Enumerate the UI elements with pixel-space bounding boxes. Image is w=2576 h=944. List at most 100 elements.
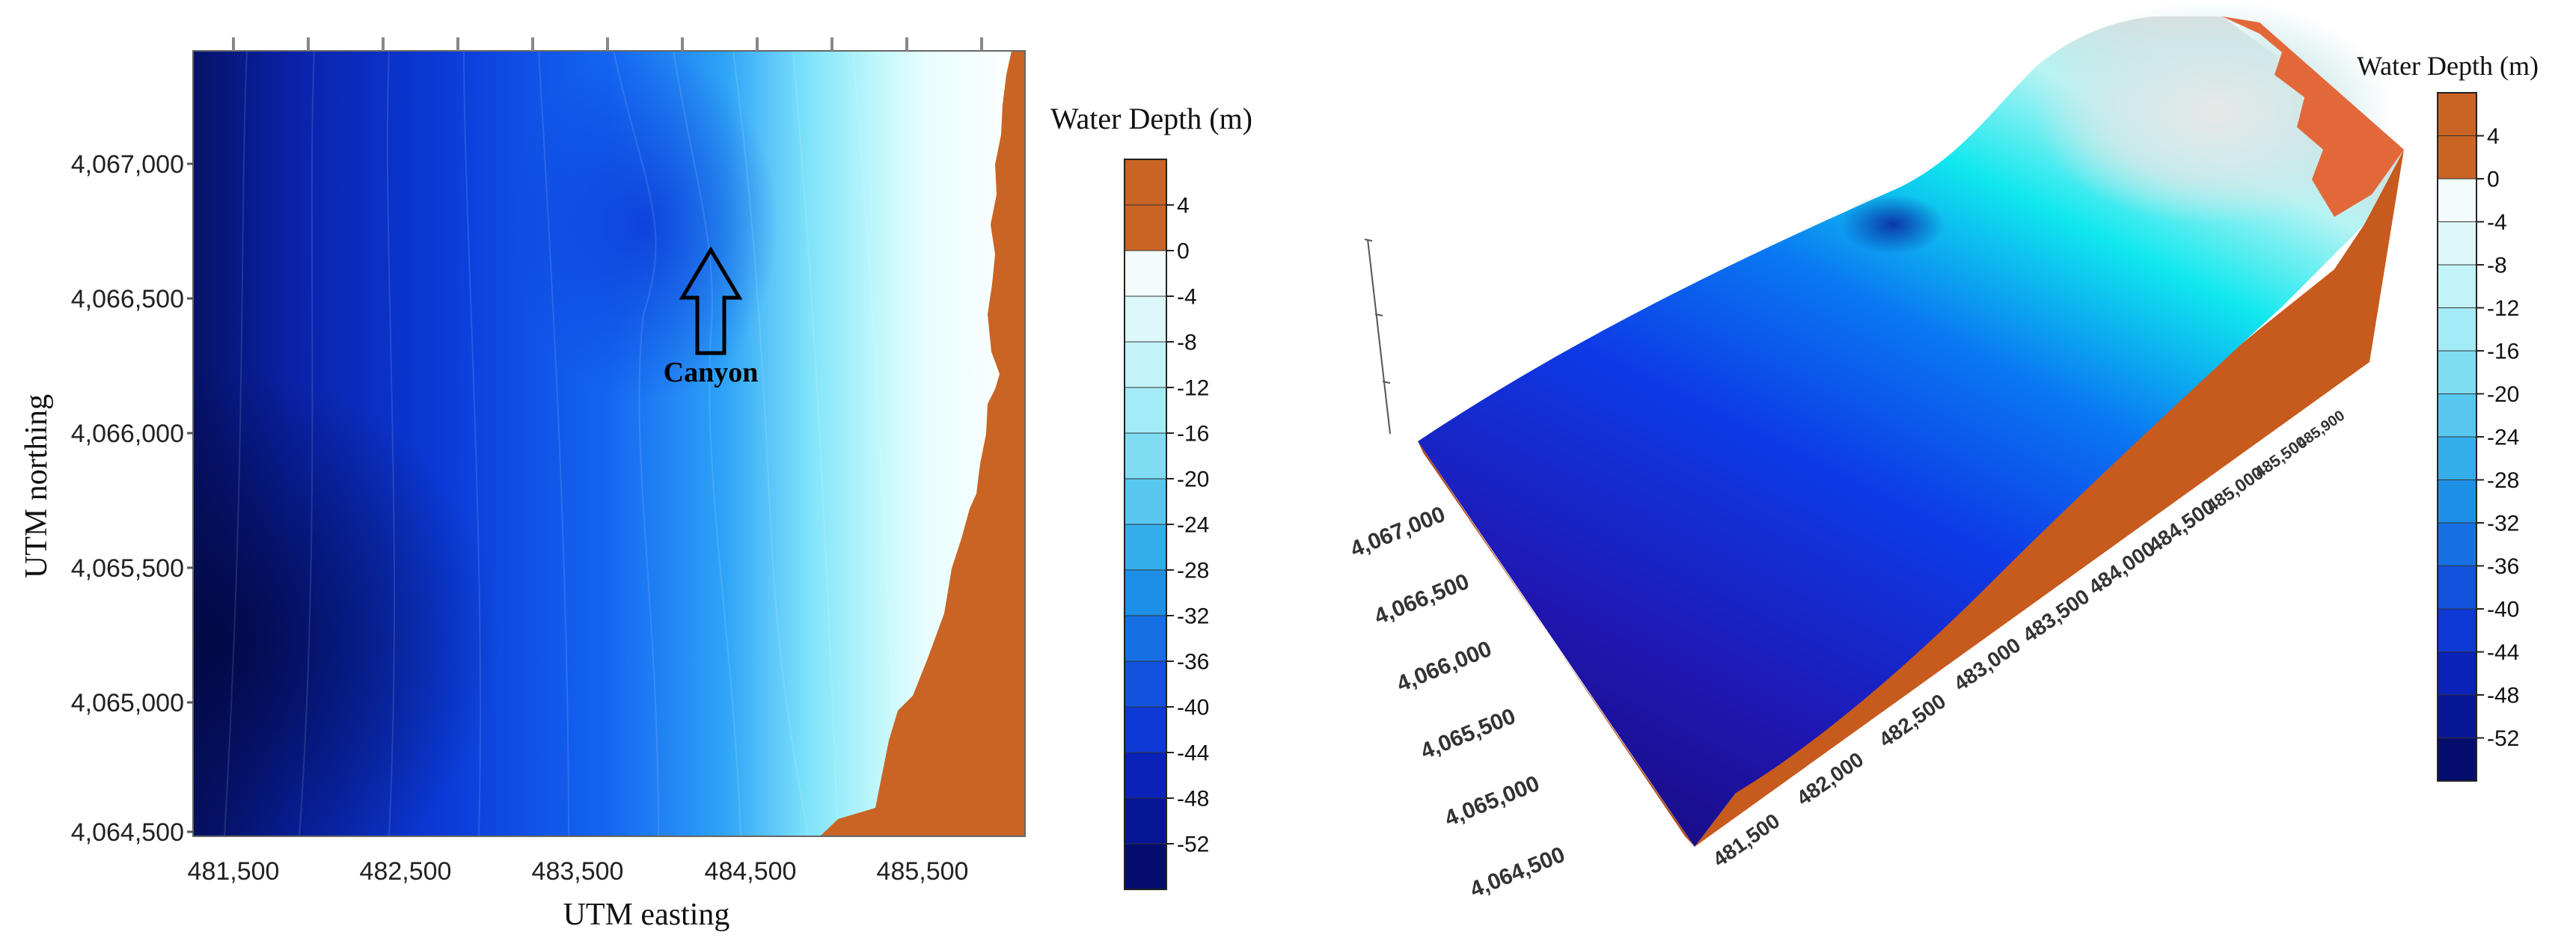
x-tick-label: 485,500: [877, 857, 969, 886]
y-tick-label: 4,067,000: [71, 150, 184, 179]
left-map-svg: 4,067,000 4,066,500 4,066,000 4,065,500 …: [19, 37, 1252, 932]
legend-swatch: [1124, 204, 1167, 251]
legend-label: -24: [1177, 513, 1209, 538]
y-tick-label: 4,065,000: [1441, 771, 1543, 832]
legend-label: -16: [2487, 340, 2519, 364]
legend-label: -12: [2487, 296, 2519, 321]
x-tick-label: 485,900: [2294, 408, 2348, 452]
legend-swatch: [1124, 524, 1167, 571]
legend-swatch: [2437, 221, 2477, 266]
legend-label: -36: [2487, 554, 2519, 579]
y-tick-label: 4,065,500: [1417, 704, 1519, 764]
legend-swatch: [1124, 341, 1167, 388]
legend-swatch: [2437, 178, 2477, 222]
legend-label: -4: [2487, 210, 2507, 235]
legend-label: -4: [1177, 285, 1197, 310]
land-area-3d: [2222, 16, 2404, 217]
legend-swatch: [2437, 264, 2477, 308]
y-tick-label: 4,064,500: [1466, 842, 1568, 903]
legend-label: -32: [2487, 512, 2519, 536]
legend-swatch: [2437, 608, 2477, 652]
legend-label: -20: [1177, 468, 1209, 492]
legend-swatch: [2437, 479, 2477, 524]
left-legend: 4 0 -4 -8 -12 -16 -20 -24 -28 -32 -36 -40 -44 -48 -52: [1124, 159, 1209, 890]
legend-swatch: [2437, 135, 2477, 180]
legend-label: -12: [1177, 376, 1209, 401]
legend-swatch: [2437, 694, 2477, 738]
legend-label: -32: [1177, 604, 1209, 629]
legend-swatch: [1124, 706, 1167, 753]
land-area: [820, 51, 1025, 836]
y-tick-label: 4,066,000: [71, 420, 184, 448]
legend-label: -28: [1177, 559, 1209, 583]
legend-swatch: [2437, 393, 2477, 438]
right-legend-title: Water Depth (m): [2357, 51, 2539, 81]
legend-swatch: [2437, 436, 2477, 480]
y-tick-label: 4,067,000: [1347, 502, 1448, 563]
bathymetry-surface: [1418, 16, 2404, 847]
left-x-ticks: 481,500 482,500 483,500 484,500 485,500: [188, 857, 969, 886]
block-right-wall: [1695, 150, 2404, 847]
legend-label: -8: [1177, 331, 1197, 355]
y-tick-label: 4,065,500: [71, 554, 184, 583]
legend-swatch: [1124, 387, 1167, 434]
legend-swatch: [1124, 295, 1167, 343]
left-y-ticks: 4,067,000 4,066,500 4,066,000 4,065,500 …: [71, 150, 184, 847]
legend-swatch: [2437, 92, 2477, 136]
right-map-svg: 4,067,000 4,066,500 4,066,000 4,065,500 …: [1347, 0, 2539, 903]
y-axis-title: UTM northing: [19, 394, 54, 578]
legend-label: 4: [2487, 124, 2500, 149]
x-tick-label: 482,500: [360, 857, 452, 886]
legend-swatch: [1124, 569, 1167, 616]
legend-label: -40: [2487, 598, 2519, 622]
legend-label: -36: [1177, 650, 1209, 675]
legend-swatch: [1124, 797, 1167, 845]
legend-swatch: [2437, 738, 2477, 782]
legend-label: -52: [2487, 726, 2519, 751]
legend-swatch: [2437, 307, 2477, 352]
legend-label: -16: [1177, 422, 1209, 447]
legend-swatch: [2437, 350, 2477, 394]
left-legend-title: Water Depth (m): [1050, 102, 1252, 135]
legend-label: -28: [2487, 468, 2519, 493]
y-tick-label: 4,065,000: [71, 689, 184, 717]
legend-label: -8: [2487, 254, 2507, 278]
legend-label: -20: [2487, 382, 2519, 407]
legend-label: -44: [2487, 640, 2519, 665]
legend-swatch: [1124, 661, 1167, 708]
legend-label: 0: [1177, 239, 1190, 264]
legend-label: 4: [1177, 194, 1190, 218]
right-map-panel: 4,067,000 4,066,500 4,066,000 4,065,500 …: [1287, 0, 2576, 940]
top-ticks: [232, 37, 983, 51]
legend-swatch: [1124, 615, 1167, 662]
legend-label: -48: [1177, 787, 1209, 812]
legend-label: -52: [1177, 833, 1209, 857]
y-tick-label: 4,064,500: [71, 818, 184, 847]
legend-swatch: [2437, 522, 2477, 566]
left-map-panel: 4,067,000 4,066,500 4,066,000 4,065,500 …: [0, 0, 1287, 940]
legend-label: -40: [1177, 696, 1209, 720]
x-tick-label: 481,500: [188, 857, 280, 886]
left-map-surface: [193, 51, 1025, 836]
right-legend: 4 0 -4 -8 -12 -16 -20 -24 -28 -32 -36 -40 -44 -48 -52: [2437, 92, 2519, 782]
legend-swatch: [1124, 752, 1167, 799]
y-tick-label: 4,066,500: [71, 285, 184, 313]
y-tick-label: 4,066,500: [1371, 569, 1472, 630]
y-tick-label: 4,066,000: [1393, 637, 1495, 697]
legend-swatch: [1124, 432, 1167, 479]
legend-label: -44: [1177, 741, 1209, 766]
x-tick-label: 483,500: [532, 857, 624, 886]
z-axis: [1364, 239, 1391, 435]
canyon-label: Canyon: [664, 357, 759, 388]
legend-label: -48: [2487, 684, 2519, 708]
legend-swatch: [1124, 478, 1167, 525]
legend-swatch: [2437, 566, 2477, 610]
x-tick-label: 484,500: [705, 857, 797, 886]
canyon-arrow-icon: [679, 246, 743, 355]
legend-swatch: [1124, 843, 1167, 890]
legend-swatch: [1124, 250, 1167, 297]
legend-label: 0: [2487, 168, 2500, 192]
legend-swatch: [2437, 652, 2477, 696]
x-axis-title: UTM easting: [563, 898, 730, 932]
legend-label: -24: [2487, 426, 2519, 450]
